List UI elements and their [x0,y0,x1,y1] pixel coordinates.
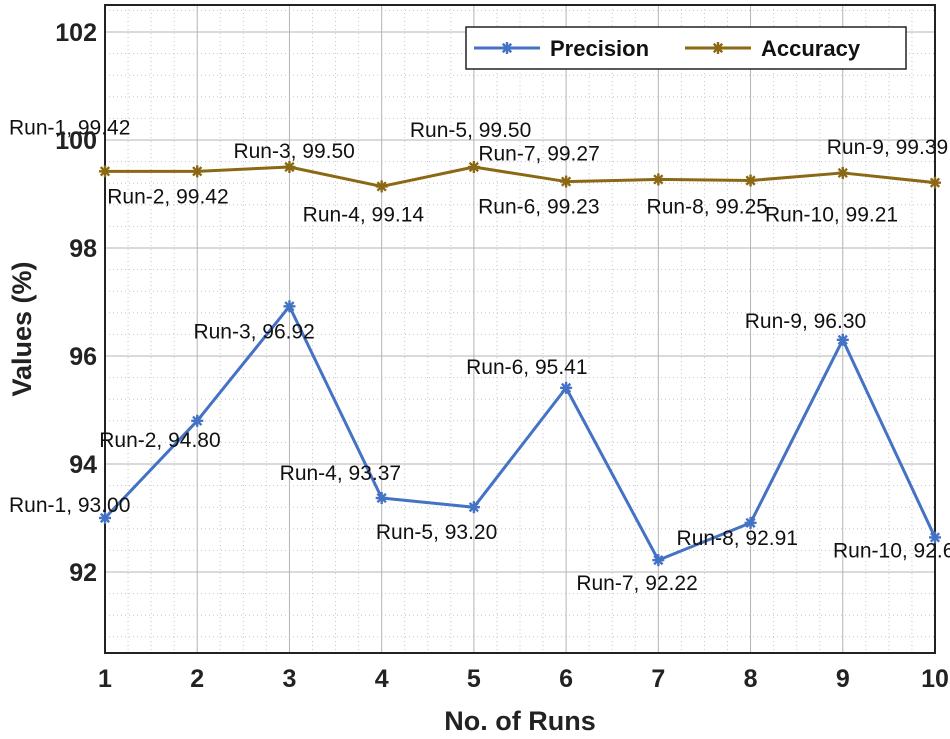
data-point-precision [99,512,111,524]
data-label-accuracy: Run-2, 99.42 [107,185,228,208]
y-tick-label: 96 [69,343,97,371]
x-tick-label: 2 [190,665,204,693]
legend: Precision Accuracy [465,26,907,70]
data-point-precision [191,414,204,427]
y-tick-label: 100 [55,127,97,155]
x-axis-label: No. of Runs [444,706,595,736]
data-point-precision [283,300,296,313]
data-point-precision [560,381,573,394]
data-point-precision [836,333,849,346]
data-point-accuracy [283,161,296,173]
data-point-precision [467,501,480,514]
data-label-precision: Run-1, 93.00 [9,494,130,517]
data-label-precision: Run-3, 96.92 [193,320,314,343]
series-layer [99,161,941,567]
x-tick-label: 5 [467,665,481,693]
data-point-accuracy [836,166,849,179]
data-point-precision [744,516,757,529]
data-point-precision [652,554,665,567]
data-point-precision [929,531,941,544]
legend-marker [712,42,724,54]
x-tick-label: 1 [98,665,112,693]
data-point-accuracy [560,175,573,188]
data-label-precision: Run-4, 93.37 [280,462,401,485]
data-label-precision: Run-7, 92.22 [576,572,697,595]
data-point-accuracy [99,165,111,178]
series-line-precision [103,304,937,562]
legend-marker [501,42,513,54]
major-grid [104,5,936,653]
minor-grid [105,5,935,653]
data-label-precision: Run-10, 92.64 [833,539,950,562]
data-label-precision: Run-5, 93.20 [376,521,497,544]
data-label-accuracy: Run-1, 99.42 [9,116,130,139]
data-point-accuracy [375,180,388,193]
x-tick-label: 10 [921,665,949,693]
x-tick-label: 3 [282,665,296,693]
series-line-accuracy [105,165,936,188]
x-tick-label: 6 [559,665,573,693]
legend-label-precision: Precision [550,36,649,61]
data-labels: Run-1, 93.00 Run-2, 94.80 Run-3, 96.92 Run-… [9,116,950,595]
y-axis-label: Values (%) [7,261,37,396]
data-label-precision: Run-6, 95.41 [466,356,587,379]
data-label-precision: Run-2, 94.80 [99,429,220,452]
y-tick-labels: 92 94 96 98 100 102 [55,19,97,587]
data-label-accuracy: Run-6, 99.23 [478,196,599,219]
data-label-precision: Run-8, 92.91 [677,527,798,550]
y-tick-label: 94 [69,451,97,479]
data-label-accuracy: Run-8, 99.25 [647,196,768,219]
legend-label-accuracy: Accuracy [761,36,861,61]
data-label-precision: Run-9, 96.30 [745,310,866,333]
data-point-precision [375,492,388,505]
plot-frame [104,4,936,654]
data-point-accuracy [652,173,665,186]
x-tick-label: 9 [836,665,850,693]
data-label-accuracy: Run-10, 99.21 [765,204,898,227]
data-point-accuracy [467,161,480,173]
data-point-accuracy [744,174,757,187]
x-tick-labels: 1 2 3 4 5 6 7 8 9 10 [98,665,949,693]
data-point-accuracy [191,165,204,178]
data-point-accuracy [929,176,941,189]
y-tick-label: 98 [69,235,97,263]
x-tick-label: 4 [375,665,389,693]
data-label-accuracy: Run-4, 99.14 [303,203,425,226]
data-label-accuracy: Run-9, 99.39 [827,136,948,159]
data-label-accuracy: Run-7, 99.27 [478,142,599,165]
x-tick-label: 7 [651,665,665,693]
x-tick-label: 8 [744,665,758,693]
y-tick-label: 92 [69,559,97,587]
y-tick-label: 102 [55,19,97,47]
data-label-accuracy: Run-3, 99.50 [233,140,354,163]
data-label-accuracy: Run-5, 99.50 [410,119,531,142]
